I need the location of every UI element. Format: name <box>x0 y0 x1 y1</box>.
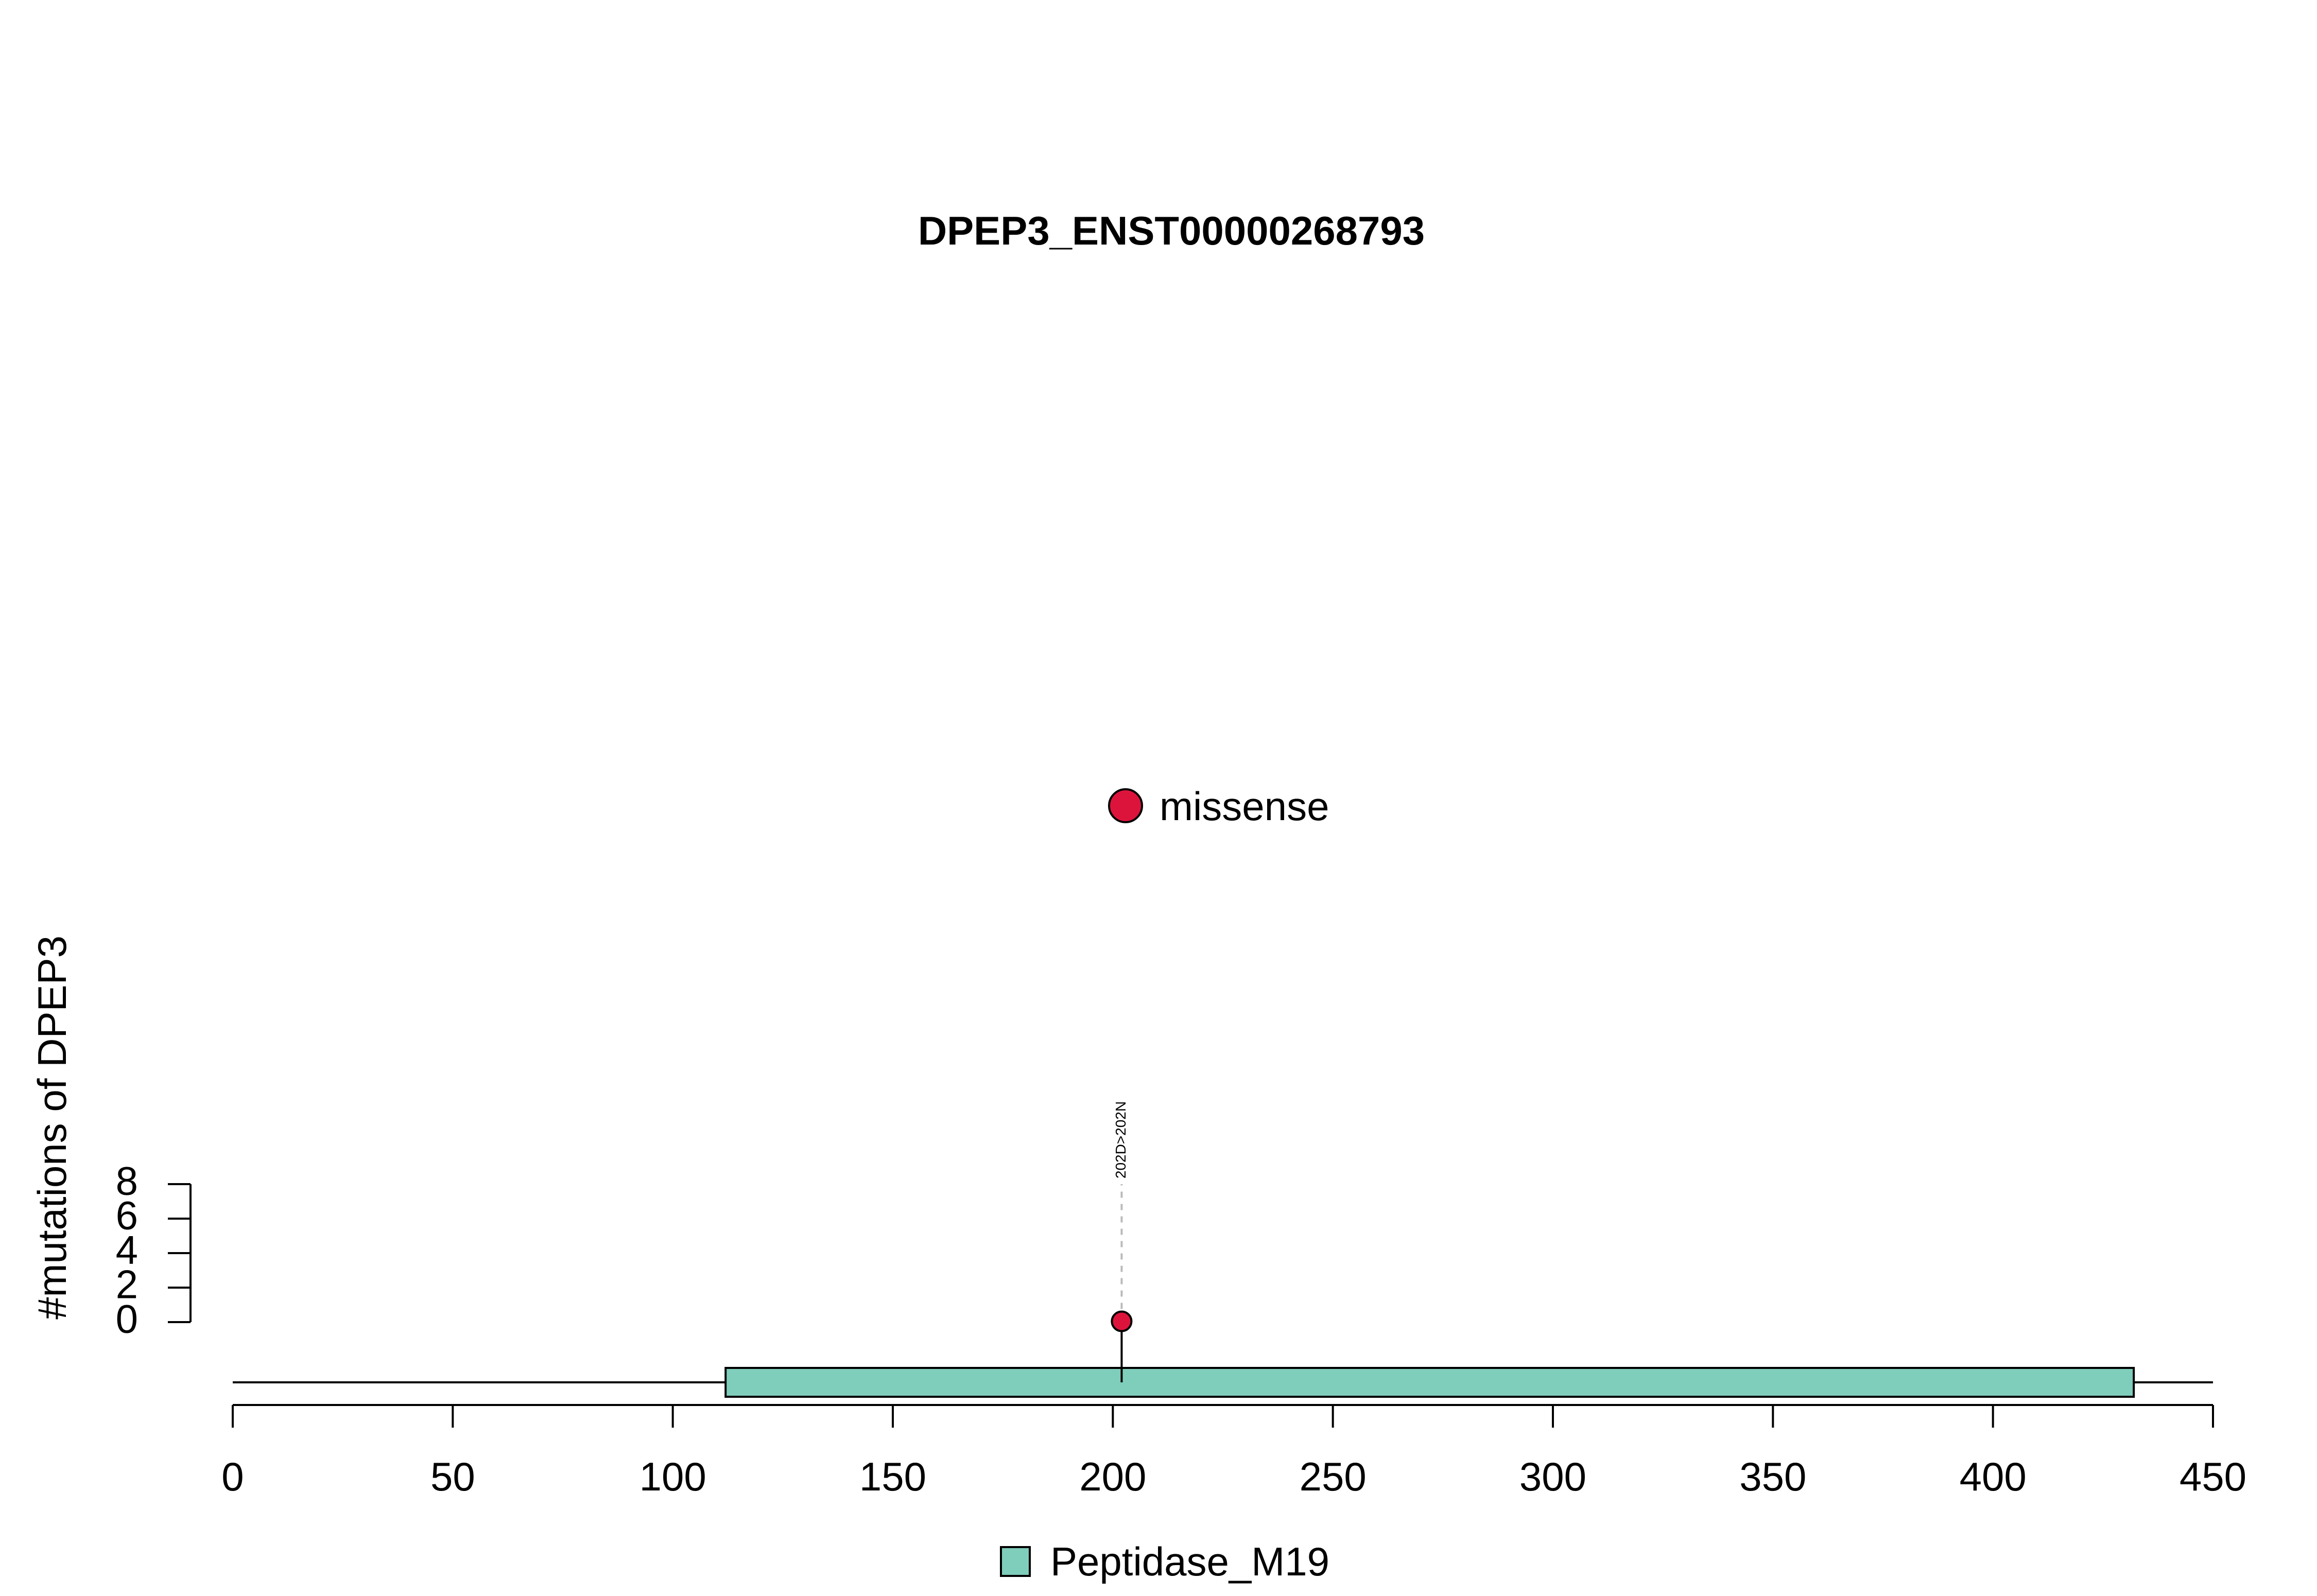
mutation-label: 202D>202N <box>1113 1101 1129 1178</box>
mutation-layer: 202D>202N <box>1111 1101 1133 1382</box>
y-axis-label: #mutations of DPEP3 <box>29 935 75 1320</box>
x-tick-label: 400 <box>1960 1454 2027 1499</box>
legend-missense-marker <box>1108 788 1143 823</box>
x-tick-label: 250 <box>1300 1454 1367 1499</box>
y-tick-label: 8 <box>116 1158 138 1204</box>
y-tick-label: 0 <box>116 1296 138 1342</box>
domain-peptidase-m19 <box>724 1367 2135 1398</box>
mutation-point <box>1111 1310 1133 1332</box>
x-tick-label: 450 <box>2180 1454 2246 1499</box>
x-tick-label: 350 <box>1739 1454 1806 1499</box>
x-tick-label: 100 <box>639 1454 706 1499</box>
x-tick-label: 200 <box>1079 1454 1146 1499</box>
legend-domain-swatch <box>1000 1546 1031 1577</box>
legend-missense-label: missense <box>1160 784 1329 829</box>
x-tick-label: 50 <box>430 1454 475 1499</box>
legend-domain-label: Peptidase_M19 <box>1050 1539 1329 1584</box>
x-tick-label: 300 <box>1519 1454 1586 1499</box>
x-tick-label: 150 <box>859 1454 926 1499</box>
x-axis: 0 50 100 150 200 250 300 350 400 450 <box>221 1404 2246 1499</box>
x-tick-label: 0 <box>221 1454 244 1499</box>
y-tick-label: 2 <box>116 1262 138 1307</box>
top-legend: missense <box>1108 784 1329 829</box>
y-tick-label: 6 <box>116 1193 138 1238</box>
y-tick-label: 4 <box>116 1227 138 1273</box>
backbone-and-domains <box>233 1367 2213 1398</box>
bottom-legend: Peptidase_M19 <box>1000 1539 1329 1584</box>
chart-title: DPEP3_ENST00000268793 <box>918 208 1425 253</box>
